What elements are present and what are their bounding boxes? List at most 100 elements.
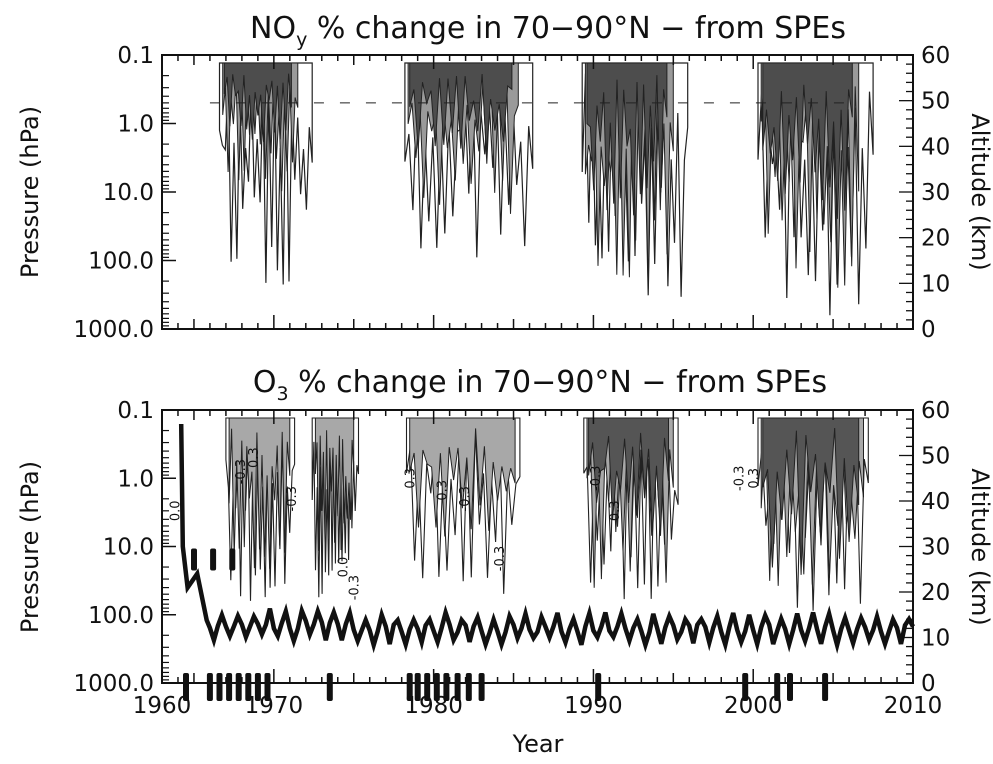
o3-inner-contour xyxy=(588,417,669,536)
x-tick-label: 1980 xyxy=(404,693,463,719)
o3-contour-label: 0.3 xyxy=(608,500,623,521)
o3-surface-blob xyxy=(443,673,450,701)
o3-mid-blob xyxy=(210,548,217,571)
noy-altitude-axis-title: Altitude (km) xyxy=(966,113,993,270)
o3-pressure-axis-title: Pressure (hPa) xyxy=(16,461,44,633)
noy-title-rest: % change in 70−90°N − from SPEs xyxy=(307,11,846,46)
o3-surface-blob xyxy=(774,673,781,701)
o3-surface-blob xyxy=(822,673,829,701)
x-tick-label: 1990 xyxy=(564,693,623,719)
x-tick-label: 2000 xyxy=(724,693,783,719)
alt-tick-label: 60 xyxy=(921,43,950,69)
o3-altitude-ticks: 0 10 20 30 40 50 60 xyxy=(899,398,950,697)
o3-surface-blob xyxy=(414,673,421,701)
o3-lower-contour-blobs xyxy=(183,548,829,701)
o3-contour-label: -0.3 xyxy=(458,486,473,511)
noy-inner-contour xyxy=(223,62,292,142)
o3-mid-contour xyxy=(228,417,291,569)
o3-surface-blob xyxy=(235,673,242,701)
o3-inner-contour xyxy=(762,417,860,575)
noy-y-ticks: 0.1 1.0 10.0 100.0 1000.0 xyxy=(74,43,176,343)
o3-zero-contour xyxy=(178,423,915,654)
alt-tick-label: 10 xyxy=(921,271,950,297)
alt-tick-label: 0 xyxy=(921,317,936,343)
y-tick-label: 100.0 xyxy=(88,249,154,275)
o3-surface-blob xyxy=(742,673,749,701)
o3-surface-blob xyxy=(226,673,233,701)
noy-inner-contour xyxy=(409,62,513,152)
o3-surface-blob xyxy=(406,673,413,701)
o3-contour-label: -0.3 xyxy=(493,546,508,571)
o3-title-main: O xyxy=(253,365,277,400)
alt-tick-label: 30 xyxy=(921,180,950,206)
noy-contour-fields xyxy=(209,62,874,316)
alt-tick-label: 20 xyxy=(921,226,950,252)
o3-surface-blob xyxy=(595,673,602,701)
noy-x-ticks xyxy=(161,55,914,329)
noy-panel: NOy % change in 70−90°N − from SPEs 0.1 1… xyxy=(16,11,993,343)
o3-altitude-axis-title: Altitude (km) xyxy=(966,468,993,625)
o3-mid-blob xyxy=(229,548,236,571)
noy-panel-title: NOy % change in 70−90°N − from SPEs xyxy=(250,11,846,51)
o3-mid-blob xyxy=(191,548,197,571)
o3-contour-label: -0.3 xyxy=(285,486,300,511)
noy-inner-contour xyxy=(762,62,853,219)
o3-contour-label: 0.3 xyxy=(747,468,762,489)
o3-contour-label: -0.3 xyxy=(733,466,748,491)
o3-contour-label: 0.0 xyxy=(169,500,184,521)
alt-tick-label: 0 xyxy=(921,671,936,697)
alt-tick-label: 40 xyxy=(921,134,950,160)
o3-surface-blob xyxy=(264,673,271,701)
o3-panel: O3 % change in 70−90°N − from SPEs 0.0 -0… xyxy=(16,365,993,758)
o3-y-ticks: 0.1 1.0 10.0 100.0 1000.0 xyxy=(74,398,176,697)
o3-contour-label: 0.3 xyxy=(247,447,262,468)
alt-tick-label: 40 xyxy=(921,489,950,515)
o3-title-subscript: 3 xyxy=(276,383,288,405)
alt-tick-label: 20 xyxy=(921,580,950,606)
o3-mid-contour xyxy=(314,417,355,551)
o3-contour-label: -0.3 xyxy=(234,459,249,484)
noy-title-subscript: y xyxy=(296,29,307,51)
x-tick-label: 1960 xyxy=(133,693,192,719)
o3-contour-labels: 0.0-0.30.3-0.30.0-0.30.30.3 -0.3-0.3-0.30… xyxy=(169,447,762,600)
o3-surface-blob xyxy=(326,673,333,701)
y-tick-label: 10.0 xyxy=(103,535,154,561)
o3-mid-contour xyxy=(409,417,516,537)
y-tick-label: 1.0 xyxy=(117,466,154,492)
o3-surface-blob xyxy=(787,673,793,701)
o3-surface-blob xyxy=(465,673,472,701)
x-tick-label: 1970 xyxy=(245,693,304,719)
alt-tick-label: 10 xyxy=(921,626,950,652)
o3-contour-label: 0.3 xyxy=(404,468,419,489)
y-tick-label: 0.1 xyxy=(117,43,154,69)
noy-inner-contour xyxy=(586,62,668,216)
o3-surface-blob xyxy=(424,673,431,701)
x-tick-label: 2010 xyxy=(884,693,943,719)
o3-contour-fields xyxy=(225,417,869,611)
y-tick-label: 1.0 xyxy=(117,112,154,138)
o3-surface-blob xyxy=(433,673,440,701)
o3-surface-blob xyxy=(254,673,261,701)
noy-mid-contour xyxy=(760,62,860,288)
o3-surface-blob xyxy=(216,673,223,701)
o3-surface-blob xyxy=(454,673,461,701)
alt-tick-label: 30 xyxy=(921,535,950,561)
o3-contour-label: -0.3 xyxy=(589,466,604,491)
o3-contour-label: 0.3 xyxy=(435,480,450,501)
o3-surface-blob xyxy=(478,673,485,701)
x-axis-title: Year xyxy=(512,730,564,758)
o3-contour-label: 0.0 xyxy=(336,557,351,578)
y-tick-label: 10.0 xyxy=(103,180,154,206)
alt-tick-label: 60 xyxy=(921,398,950,424)
o3-surface-blob xyxy=(183,673,189,701)
y-tick-label: 100.0 xyxy=(88,603,154,629)
o3-surface-blob xyxy=(245,673,252,701)
y-tick-label: 1000.0 xyxy=(74,671,154,697)
o3-panel-title: O3 % change in 70−90°N − from SPEs xyxy=(253,365,827,405)
alt-tick-label: 50 xyxy=(921,89,950,115)
o3-x-ticks: 1960 1970 1980 1990 2000 2010 xyxy=(133,410,943,719)
y-tick-label: 0.1 xyxy=(117,398,154,424)
o3-title-rest: % change in 70−90°N − from SPEs xyxy=(289,365,828,400)
o3-surface-blob xyxy=(206,673,213,701)
